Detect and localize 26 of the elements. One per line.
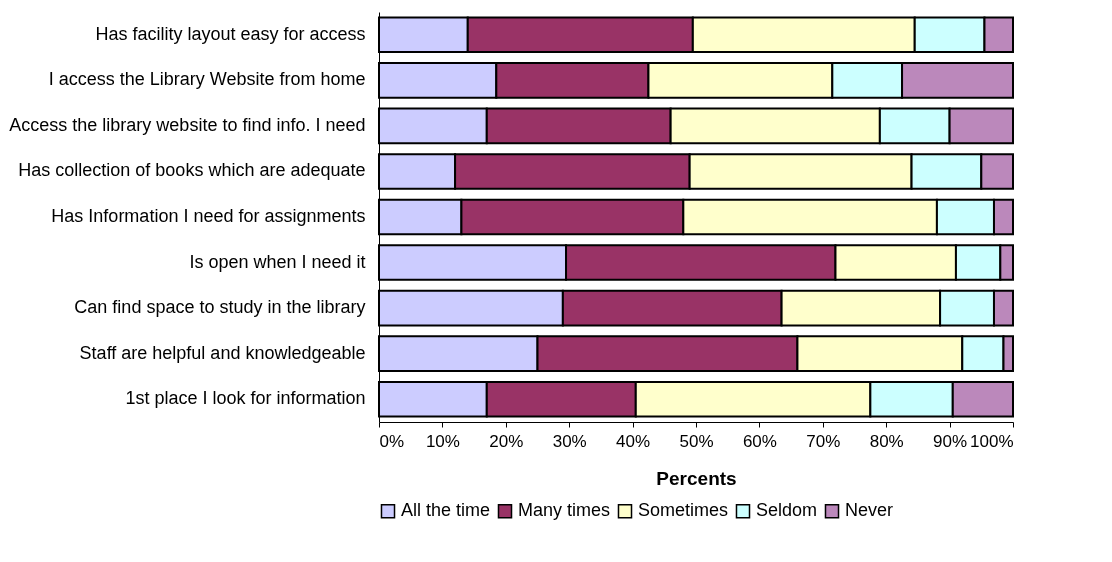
y-tick-label: 1st place I look for information: [125, 388, 366, 409]
y-tick-label: I access the Library Website from home: [48, 69, 366, 90]
x-tick-label: 100%: [970, 431, 1014, 451]
x-tick-label: 50%: [679, 431, 714, 451]
x-tick-label: 60%: [742, 431, 777, 451]
y-tick-label: Is open when I need it: [189, 251, 366, 272]
y-tick-label: Can find space to study in the library: [74, 297, 366, 318]
legend-label: Many times: [518, 500, 611, 521]
x-tick-label: 70%: [806, 431, 841, 451]
x-tick-label: 0%: [379, 431, 405, 451]
x-tick-label: 80%: [869, 431, 904, 451]
x-axis-title: Percents: [656, 467, 737, 489]
y-tick-label: Has Information I need for assignments: [51, 206, 366, 226]
y-tick-label: Has facility layout easy for access: [95, 23, 366, 44]
y-tick-label: Has collection of books which are adequate: [18, 160, 366, 181]
x-tick-label: 30%: [552, 431, 587, 451]
legend-label: All the time: [401, 500, 491, 521]
y-tick-label: Access the library website to find info. I need: [9, 114, 366, 135]
legend-label: Seldom: [756, 500, 818, 521]
x-tick-label: 10%: [425, 431, 460, 451]
x-tick-label: 40%: [616, 431, 651, 451]
legend-label: Never: [845, 500, 894, 521]
legend-label: Sometimes: [638, 500, 729, 521]
x-tick-label: 90%: [933, 431, 968, 451]
x-tick-label: 20%: [489, 431, 524, 451]
y-tick-label: Staff are helpful and knowledgeable: [79, 342, 366, 363]
